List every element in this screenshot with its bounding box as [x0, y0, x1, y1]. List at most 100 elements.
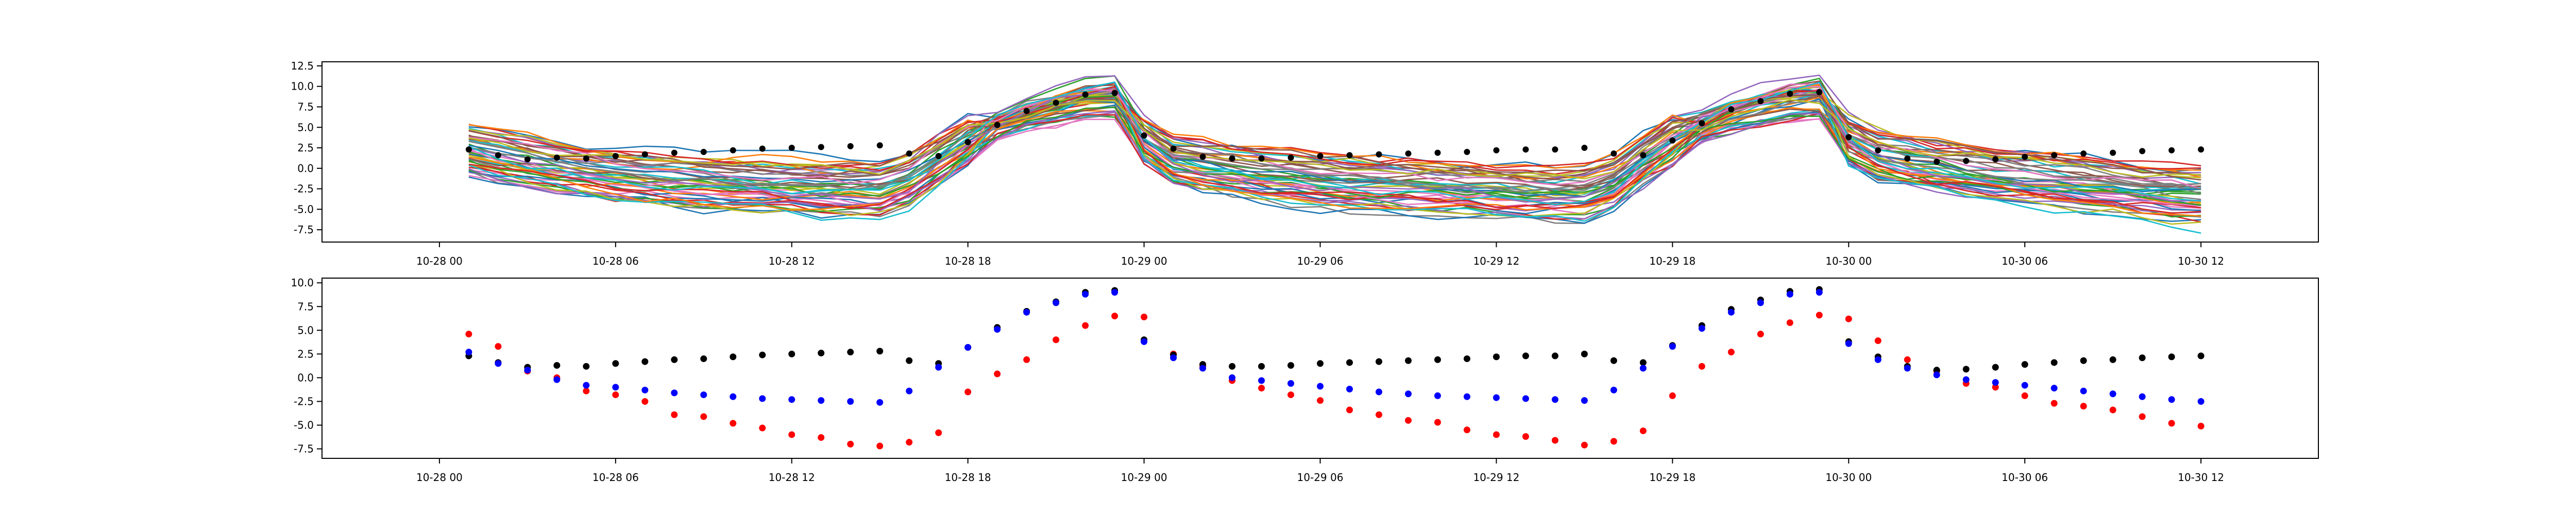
red-point: [1904, 356, 1911, 363]
blue-point: [1141, 338, 1148, 345]
observation-point: [1082, 91, 1089, 98]
blue-point: [1757, 299, 1764, 306]
red-point: [495, 343, 502, 350]
black-point: [1463, 355, 1470, 363]
red-point: [2080, 403, 2087, 410]
black-point: [1962, 366, 1970, 373]
x-tick-label: 10-30 06: [2002, 471, 2048, 484]
observation-point: [759, 145, 766, 152]
ensemble-line: [468, 99, 2201, 191]
black-point: [759, 351, 766, 358]
x-tick-label: 10-28 00: [416, 471, 463, 484]
red-point: [1111, 313, 1118, 320]
blue-point: [1170, 354, 1177, 362]
observation-point: [1464, 149, 1470, 155]
blue-point: [465, 349, 472, 356]
blue-point: [641, 386, 649, 393]
observation-point: [1904, 155, 1911, 162]
y-tick-label: 7.5: [297, 300, 314, 313]
observation-point: [1141, 132, 1147, 139]
black-point: [700, 355, 707, 363]
observation-point: [1552, 146, 1558, 153]
axes-frame: [321, 278, 2319, 459]
observation-point: [847, 143, 854, 149]
ensemble-line: [468, 84, 2201, 217]
red-point: [671, 411, 678, 418]
black-point: [1317, 360, 1324, 367]
blue-point: [1404, 390, 1412, 398]
x-tick-label: 10-30 00: [1825, 255, 1872, 267]
blue-point: [1992, 379, 1999, 386]
red-point: [1493, 431, 1500, 438]
blue-point: [1669, 343, 1676, 350]
black-point: [2080, 357, 2087, 364]
ensemble-line: [468, 99, 2201, 180]
blue-point: [1522, 395, 1529, 402]
black-point: [1404, 357, 1412, 364]
ensemble-line: [468, 95, 2201, 186]
red-point: [1258, 385, 1265, 392]
blue-point: [1493, 394, 1500, 401]
blue-point: [759, 395, 766, 402]
blue-point: [612, 384, 619, 391]
observation-point: [1669, 137, 1676, 144]
black-point: [1493, 353, 1500, 360]
red-point: [2197, 422, 2205, 430]
black-point: [730, 353, 737, 360]
blue-point: [964, 344, 972, 351]
ensemble-line: [468, 110, 2201, 220]
red-point: [1874, 337, 1882, 345]
black-point: [876, 348, 884, 355]
observation-point: [1581, 145, 1588, 151]
red-point: [1669, 392, 1676, 399]
observation-point: [906, 150, 912, 157]
blue-point: [1904, 365, 1911, 372]
red-point: [1141, 314, 1148, 321]
blue-point: [524, 367, 531, 374]
y-tick-label: 10.0: [291, 277, 314, 289]
observation-point: [583, 155, 589, 162]
black-point: [2168, 353, 2175, 360]
black-point: [818, 350, 825, 357]
red-point: [935, 429, 942, 436]
black-point: [1287, 362, 1295, 369]
y-tick-label: 7.5: [297, 101, 314, 113]
blue-point: [1845, 340, 1852, 347]
blue-point: [2109, 390, 2116, 398]
black-point: [1581, 350, 1588, 357]
red-point: [906, 439, 913, 446]
black-point: [906, 357, 913, 364]
ensemble-line: [468, 98, 2201, 198]
blue-point: [1287, 380, 1295, 387]
black-point: [2139, 354, 2146, 362]
red-point: [876, 442, 884, 450]
observation-point: [1053, 99, 1059, 106]
observation-point: [1023, 108, 1030, 114]
red-point: [994, 370, 1001, 377]
y-tick-label: -2.5: [294, 395, 314, 407]
black-point: [1522, 352, 1529, 359]
x-tick-label: 10-29 18: [1649, 471, 1696, 484]
red-point: [1317, 397, 1324, 404]
black-point: [1258, 363, 1265, 370]
blue-point: [906, 387, 913, 394]
y-tick-label: 2.5: [297, 348, 314, 360]
x-tick-label: 10-28 18: [945, 255, 991, 267]
blue-point: [1199, 365, 1207, 372]
red-point: [759, 424, 766, 432]
observation-point: [1845, 134, 1852, 141]
red-point: [1845, 315, 1852, 322]
blue-point: [876, 399, 884, 406]
red-point: [847, 440, 854, 448]
observation-point: [1728, 106, 1735, 113]
x-tick-label: 10-29 12: [1473, 471, 1519, 484]
observation-point: [2139, 148, 2146, 154]
red-point: [1434, 419, 1441, 426]
x-tick-label: 10-30 12: [2178, 471, 2224, 484]
y-tick-label: 5.0: [297, 324, 314, 336]
black-point: [2021, 361, 2028, 368]
black-point: [1375, 358, 1382, 365]
x-tick-label: 10-28 12: [769, 471, 815, 484]
